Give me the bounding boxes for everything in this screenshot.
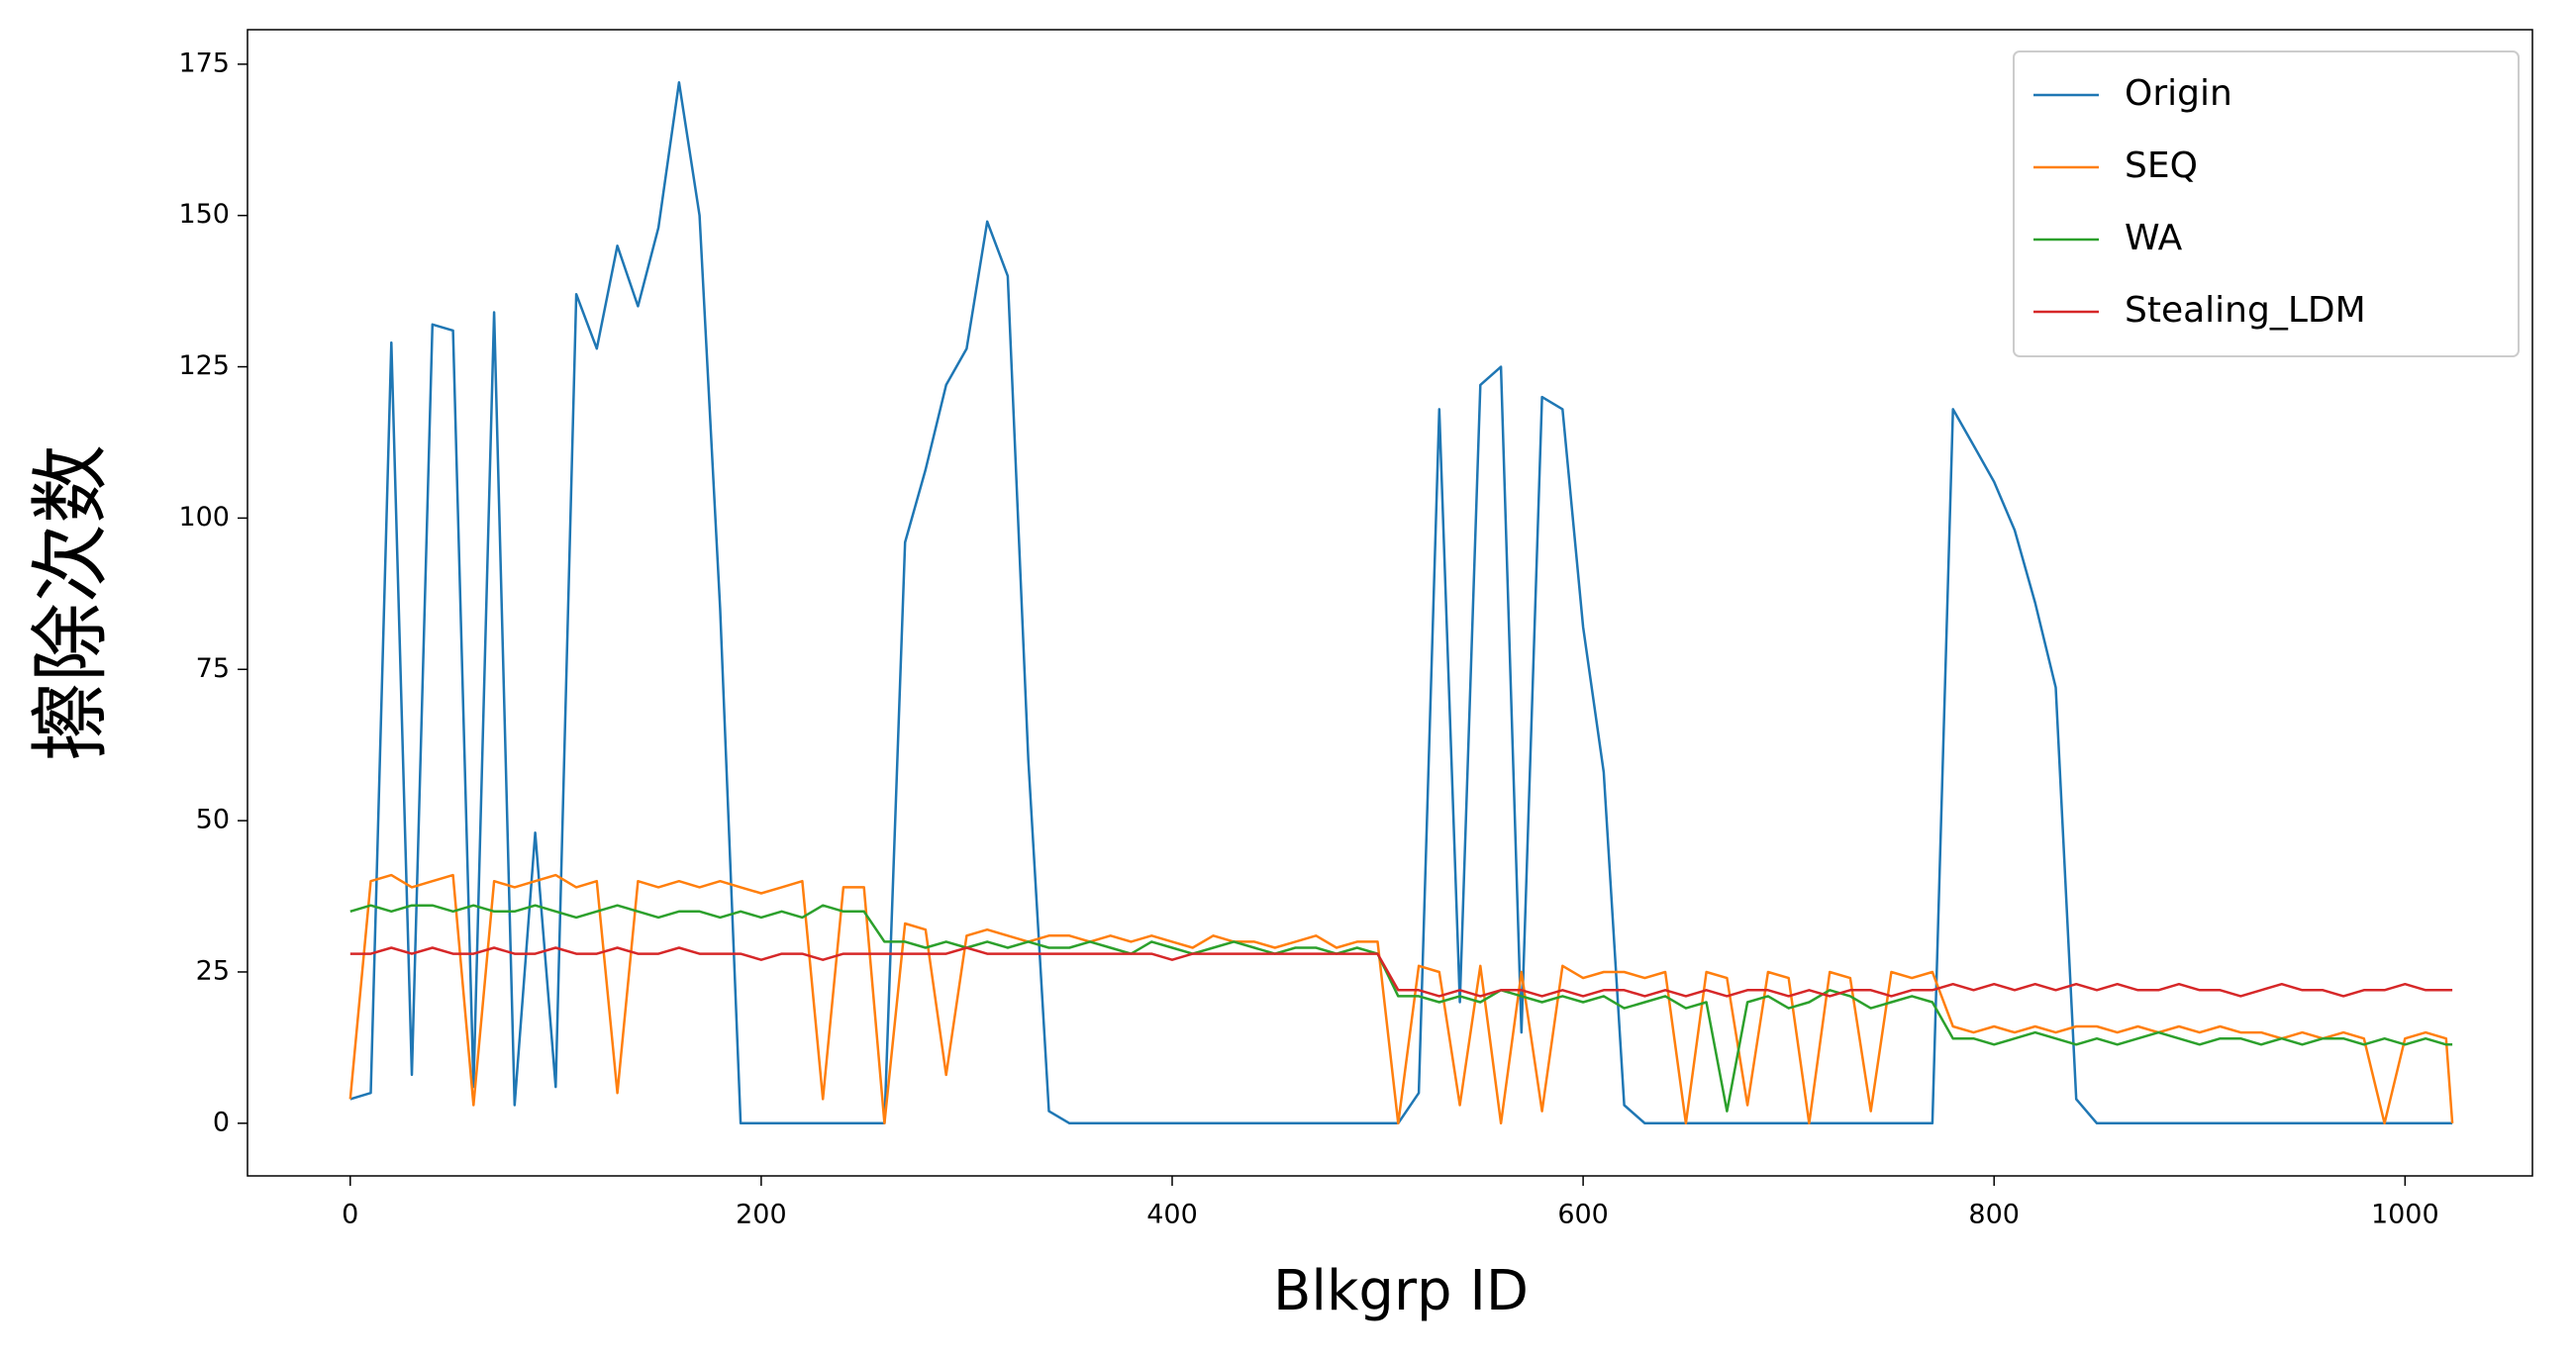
series-line (349, 946, 2453, 998)
legend-label: WA (2125, 218, 2183, 258)
series-line (348, 873, 2454, 1125)
legend-box (2013, 50, 2520, 357)
y-axis-label: 擦除次数 (25, 444, 117, 761)
x-tick-label: 600 (1557, 1200, 1609, 1230)
x-tick-label: 1000 (2371, 1200, 2439, 1230)
y-tick-label: 25 (196, 955, 230, 986)
x-tick-label: 400 (1146, 1200, 1198, 1230)
y-tick-label: 75 (196, 653, 230, 684)
y-tick-label: 100 (178, 502, 230, 533)
x-axis-label: Blkgrp ID (1273, 1259, 1529, 1323)
y-tick-label: 125 (178, 350, 230, 381)
series-line (349, 904, 2453, 1113)
y-tick-label: 175 (178, 48, 230, 78)
x-tick-label: 200 (736, 1200, 787, 1230)
legend-label: SEQ (2125, 146, 2198, 186)
legend-label: Origin (2125, 73, 2232, 114)
y-tick-label: 150 (178, 199, 230, 230)
legend-label: Stealing_LDM (2125, 290, 2366, 331)
legend: Origin SEQ WA Stealing_LDM (2013, 50, 2520, 357)
x-tick-label: 800 (1968, 1200, 2020, 1230)
x-tick-label: 0 (342, 1200, 358, 1230)
series-line (349, 80, 2453, 1125)
y-tick-label: 50 (196, 805, 230, 835)
y-tick-label: 0 (213, 1107, 230, 1137)
plot-frame (247, 29, 2533, 1177)
